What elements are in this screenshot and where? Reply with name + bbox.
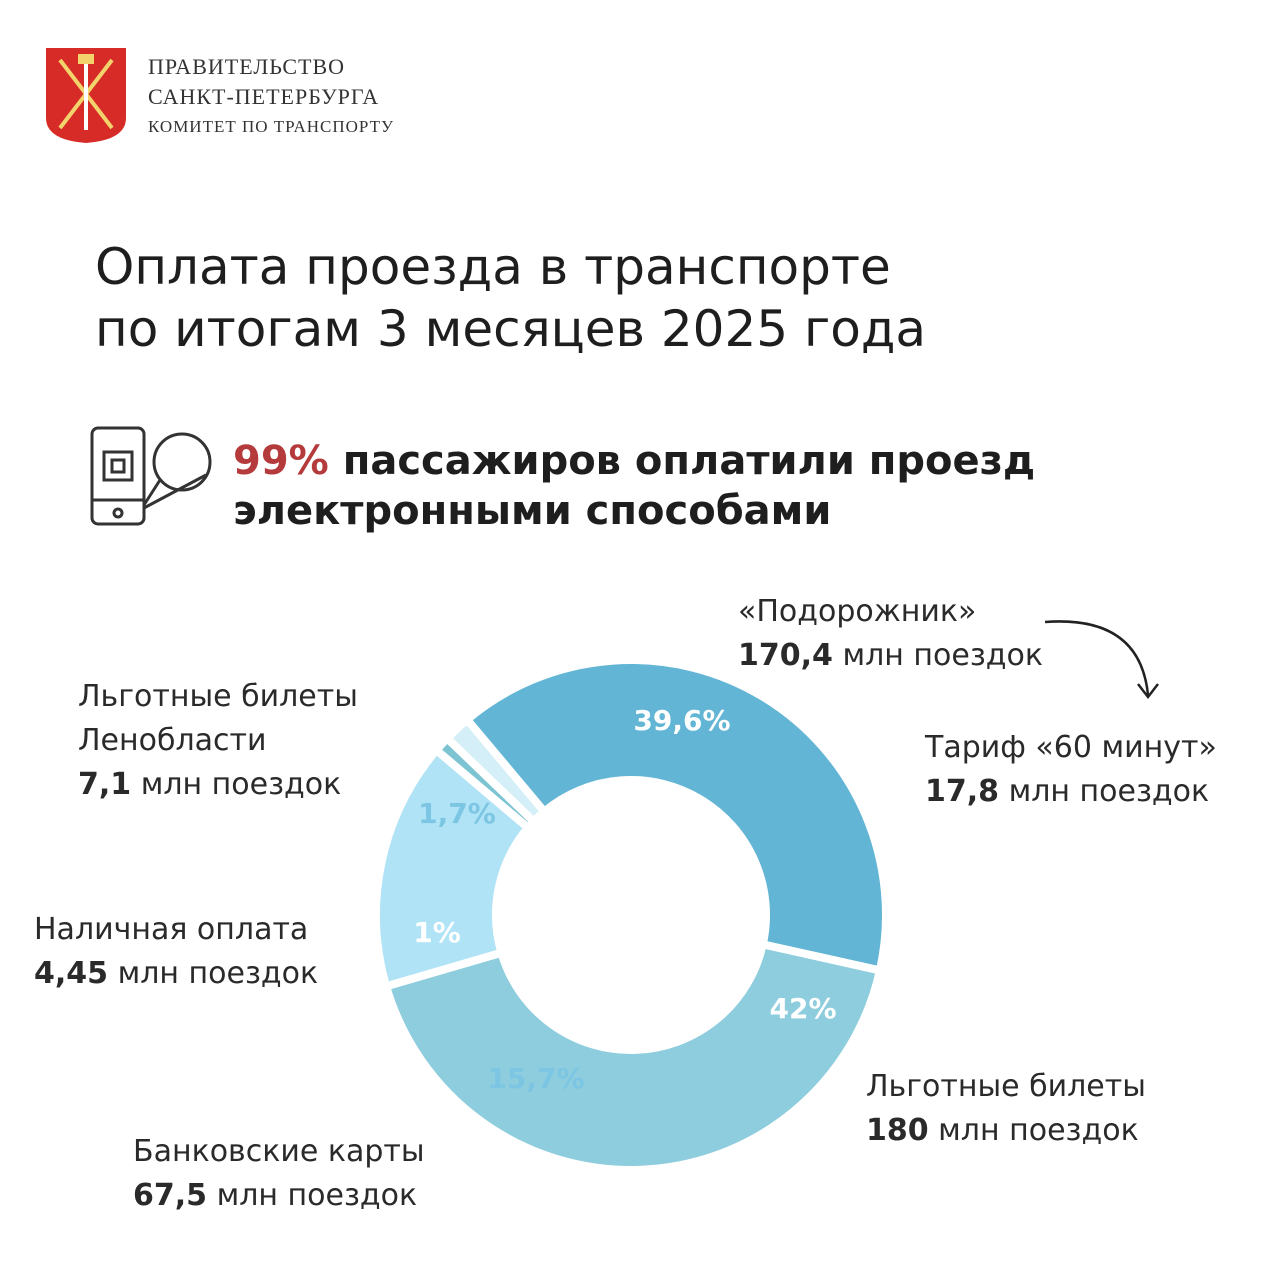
org-line: КОМИТЕТ ПО ТРАНСПОРТУ (148, 117, 394, 136)
trips-number: 180 (866, 1113, 929, 1148)
trips-number: 17,8 (925, 774, 1000, 809)
org-name: ПРАВИТЕЛЬСТВО САНКТ-ПЕТЕРБУРГА КОМИТЕТ П… (148, 52, 394, 142)
annotation-trips: 180 млн поездок (866, 1109, 1266, 1153)
title: Оплата проезда в транспорте по итогам 3 … (95, 236, 926, 360)
trips-number: 4,45 (34, 956, 109, 991)
trips-unit: млн поездок (938, 1113, 1139, 1148)
title-line: по итогам 3 месяцев 2025 года (95, 300, 927, 358)
trips-number: 170,4 (738, 638, 833, 673)
category-name: Льготные билеты Ленобласти (78, 679, 358, 758)
value-label: 42% (769, 992, 836, 1025)
category-name: Банковские карты (133, 1134, 425, 1169)
donut-slice (461, 656, 890, 976)
trips-number: 7,1 (78, 767, 132, 802)
annotation-trips: 170,4 млн поездок (738, 634, 1138, 678)
category-annotation: Льготные билеты Ленобласти 7,1 млн поездо… (78, 675, 408, 807)
category-annotation: «Подорожник» 170,4 млн поездок (738, 590, 1138, 678)
annotation-trips: 17,8 млн поездок (925, 770, 1217, 814)
donut-slice (372, 744, 534, 992)
title-line: Оплата проезда в транспорте (95, 238, 891, 296)
headline-text: пассажиров оплатили проезд электронными … (233, 438, 1036, 534)
annotation-trips: 4,45 млн поездок (34, 952, 434, 996)
value-label: 15,7% (487, 1062, 584, 1095)
value-label: 39,6% (633, 704, 730, 737)
annotation-trips: 67,5 млн поездок (133, 1174, 533, 1218)
annotation-name: Тариф «60 минут» (925, 730, 1217, 765)
headline-highlight: 99% (233, 438, 329, 484)
donut: 39,6% 42% 15,7% 1% 1,7% (372, 656, 890, 1174)
annotation-trips: 7,1 млн поездок (78, 763, 408, 807)
trips-unit: млн поездок (117, 956, 319, 991)
category-name: Льготные билеты (866, 1069, 1146, 1104)
category-annotation: Наличная оплата 4,45 млн поездок (34, 908, 434, 996)
value-label: 1% (413, 916, 461, 949)
org-line: ПРАВИТЕЛЬСТВО (148, 54, 346, 79)
headline: 99% пассажиров оплатили проезд электронн… (233, 436, 1133, 536)
trips-unit: млн поездок (842, 638, 1044, 673)
logo (46, 48, 126, 143)
org-line: САНКТ-ПЕТЕРБУРГА (148, 84, 380, 109)
category-name: Наличная оплата (34, 912, 309, 947)
trips-unit: млн поездок (140, 767, 342, 802)
trips-unit: млн поездок (216, 1178, 418, 1213)
category-annotation: Банковские карты 67,5 млн поездок (133, 1130, 533, 1218)
category-annotation: Льготные билеты 180 млн поездок (866, 1065, 1266, 1153)
donut-slice (441, 714, 550, 828)
trips-number: 67,5 (133, 1178, 208, 1213)
sub-annotation: Тариф «60 минут» 17,8 млн поездок (925, 726, 1217, 814)
value-label: 1,7% (418, 797, 496, 830)
phone-icon (90, 426, 212, 526)
donut-slice (381, 939, 885, 1174)
arrow (1044, 620, 1159, 700)
category-name: «Подорожник» (738, 594, 977, 629)
trips-unit: млн поездок (1008, 774, 1210, 809)
